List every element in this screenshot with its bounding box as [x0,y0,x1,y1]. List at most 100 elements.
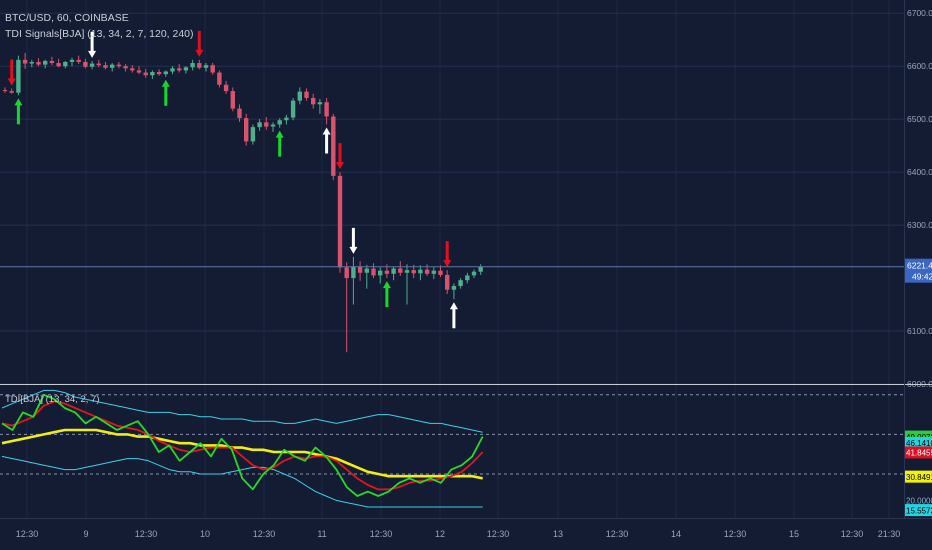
candle-body [458,280,463,287]
candle-body [411,270,416,274]
candle-body [317,102,323,105]
candle-body [130,68,135,71]
time-axis[interactable]: 12:30 9 12:30 10 12:30 11 12:30 12 12:30 13 12:30 1… [16,529,901,539]
candle-body [357,266,363,273]
candles [2,52,483,353]
tdi-lines [1,389,484,508]
candle-body [384,270,390,274]
price-tick-label: 6600.00 [907,61,932,71]
candle-body [311,97,316,105]
candle-body [284,117,289,121]
candle-body [230,91,235,109]
time-tick-label: 21:30 [878,529,901,539]
countdown: 49:42 [912,272,932,282]
candle-body [43,60,48,65]
candle-body [237,108,242,119]
grid [0,0,904,518]
price-tick-label: 6100.00 [907,326,932,336]
candle-body [478,266,483,272]
candle-body [344,267,349,279]
signals [7,30,458,329]
candle-body [9,91,14,93]
candle-body [116,64,122,67]
candle-body [378,270,383,276]
candle-body [424,269,430,274]
candle-body [244,118,249,142]
indicator-line: TDI Signals[BJA] (13, 34, 2, 7, 120, 240… [5,28,194,40]
candle-body [29,61,34,64]
lower-axis-badge: 20.0000 [905,494,932,507]
tdi-upper-band [1,389,483,433]
candle-body [76,59,81,62]
tdi-market-base-line [1,428,483,480]
candle-body [22,59,28,64]
candle-body [197,63,202,68]
lower-axis-badge: 41.8455 [905,446,932,459]
candle-body [445,274,450,290]
candle-body [69,59,75,62]
tdi-rsi-price-line [1,393,484,497]
candle-body [250,127,256,142]
signal-arrow-green [14,98,23,125]
candle-body [324,102,329,117]
candle-body [163,71,168,75]
lower-pane-axis[interactable]: 49.007246.141041.845530.849120.000015.55… [905,430,932,517]
candle-body [257,122,262,128]
lower-axis-badge-label: 30.8491 [906,473,932,482]
lower-axis-badge: 30.8491 [905,470,932,483]
time-tick-label: 12:30 [606,529,629,539]
time-tick-label: 13 [553,529,563,539]
lower-pane-title: TDI[BJA] (13, 34, 2, 7) [5,394,100,405]
candle-body [297,91,302,101]
candle-body [391,268,396,274]
candle-body [63,61,68,67]
candle-body [398,268,403,273]
signal-arrow-white [88,31,97,58]
symbol-line: BTC/USD, 60, COINBASE [5,12,129,24]
candle-body [103,65,108,68]
lower-axis-badge: 15.5573 [905,504,932,517]
time-tick-label: 12:30 [724,529,747,539]
lower-axis-badge-label: 46.1410 [906,439,932,448]
time-tick-label: 14 [671,529,681,539]
candle-body [150,72,155,76]
time-tick-label: 11 [317,529,326,539]
last-price-badge: 6221.48 49:42 [905,258,932,283]
candle-body [143,72,148,76]
candle-body [337,175,343,268]
signal-arrow-white [322,127,331,154]
candle-body [471,271,477,276]
price-tick-label: 6400.00 [907,167,932,177]
time-tick-label: 9 [83,529,88,539]
candle-body [331,116,336,176]
candle-body [364,268,369,273]
signal-arrow-red [443,241,452,268]
time-tick-label: 15 [789,529,799,539]
lower-axis-badge: 46.1410 [905,436,932,449]
candle-body [36,61,41,65]
candle-body [89,63,95,67]
candle-body [371,268,376,276]
time-tick-label: 12:30 [253,529,276,539]
signal-arrow-green [382,281,391,308]
candle-body [223,84,229,92]
candle-body [465,275,470,281]
time-tick-label: 12:30 [841,529,864,539]
candle-body [418,269,423,274]
candle-body [270,124,276,127]
candle-body [277,120,282,125]
candle-body [264,122,269,127]
lower-axis-badge-label: 15.5573 [906,506,932,515]
candle-body [96,63,101,66]
signal-arrow-red [336,143,344,170]
candle-body [170,68,175,72]
candle-body [438,270,443,275]
candle-body [190,63,195,68]
candle-body [49,60,55,64]
candle-body [177,68,182,71]
signal-arrow-white [449,302,458,329]
price-tick-label: 6500.00 [907,114,932,124]
lower-axis-badge-label: 20.0000 [906,497,932,506]
tdi-lower-band [1,455,483,508]
